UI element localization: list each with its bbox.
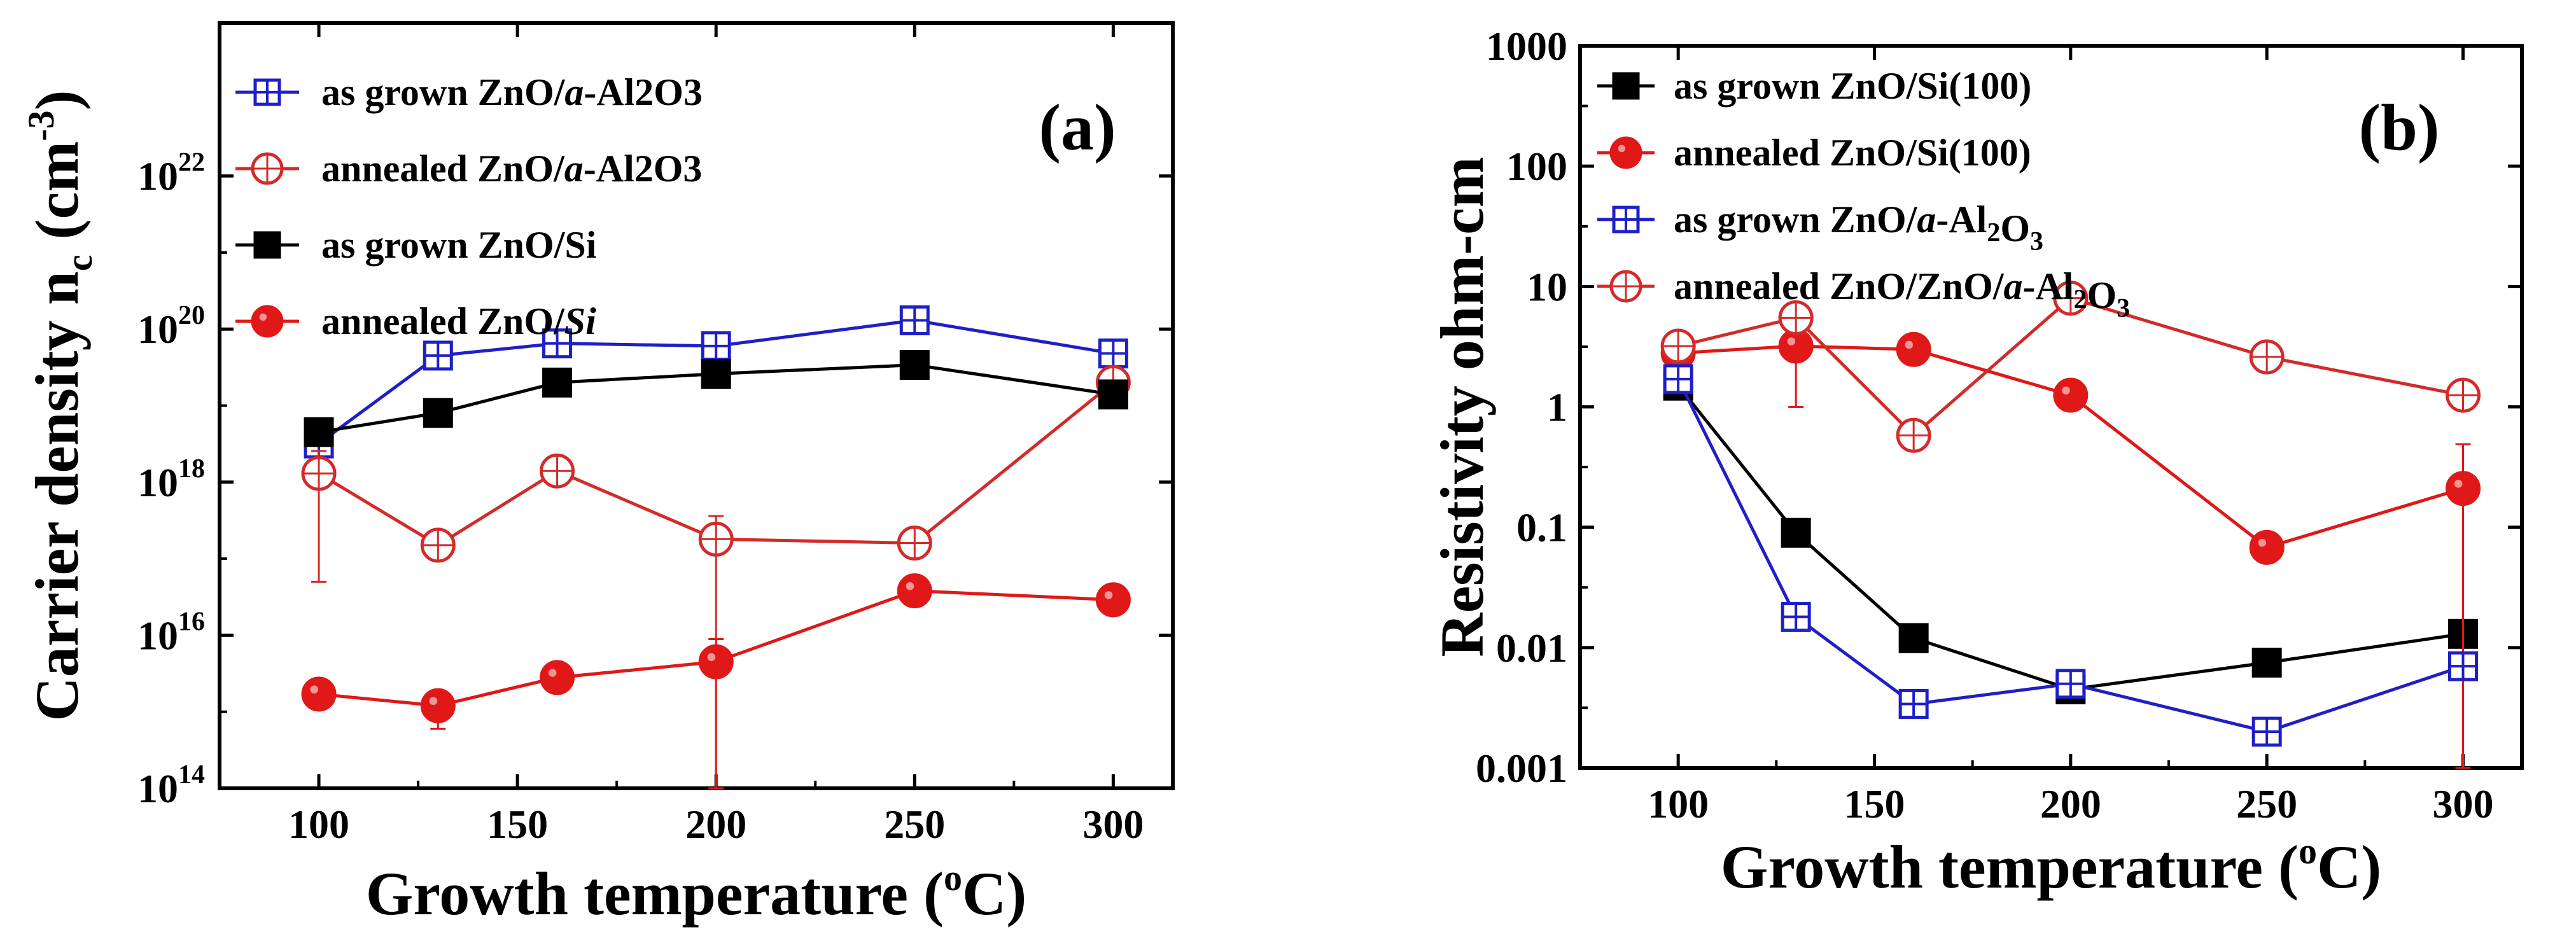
a-legend-marker-3 [251,305,284,338]
a-series-2-point [701,359,731,389]
b-legend: as grown ZnO/Si(100) annealed ZnO/Si(100)… [1597,65,2130,323]
a-y-axis-label: Carrier density nc (cm-3) [20,90,100,721]
a-panel-label: (a) [1039,91,1116,164]
b-y-tick-label: 0.01 [1496,625,1567,671]
a-series-2-point [423,398,453,428]
b-x-tick-label: 150 [1844,781,1905,826]
a-x-tick-label: 250 [884,802,945,847]
a-y-tick-label: 1016 [137,607,205,658]
a-legend: as grown ZnO/a-Al2O3 annealed ZnO/a-Al2O3… [235,71,703,342]
b-legend-label-3: annealed ZnO/ZnO/a-Al2O3 [1674,265,2130,323]
b-series-0-point [1781,517,1811,548]
b-series-1-point-highlight [1905,340,1914,349]
b-series-1-point [1896,331,1931,367]
b-series-0-point [2251,647,2282,678]
a-x-tick-label: 300 [1082,802,1144,847]
b-series-1-point-highlight [2258,538,2267,547]
b-legend-marker-1 [1609,136,1642,169]
a-series-1-line [318,381,1114,547]
a-y-tick-label: 1020 [137,301,205,352]
a-plot-frame [218,21,1175,790]
a-series-2 [304,350,1128,447]
b-y-tick-label: 10 [1527,264,1567,309]
a-legend-marker-3-highlight [259,313,267,321]
b-y-tick-label: 100 [1506,144,1567,189]
a-series-3-point [1095,582,1131,618]
a-x-axis-label: Growth temperature (oC) [366,857,1027,928]
b-x-tick-label: 100 [1648,781,1709,826]
a-legend-marker-2 [253,231,281,259]
b-legend-marker-0 [1612,72,1640,100]
a-x-tick-label: 200 [685,802,746,847]
a-series-2-point [542,367,573,398]
a-series-3-point [420,688,456,723]
a-y-tick-label: 1018 [137,454,205,505]
b-y-tick-label: 1 [1547,385,1567,430]
b-y-tick-label: 0.1 [1516,505,1567,550]
b-series-0 [1663,370,2478,704]
a-series-3-point-highlight [310,685,318,694]
b-x-axis-label: Growth temperature (oC) [1721,830,2382,901]
b-x-tick-label: 200 [2040,781,2101,826]
b-legend-label-2: as grown ZnO/a-Al2O3 [1674,199,2043,256]
a-series-3-point-highlight [906,582,914,590]
a-series-2-point [304,417,334,447]
a-y-tick-label: 1022 [137,148,205,199]
b-series-3 [1660,281,2481,453]
a-x-tick-label: 100 [288,802,349,847]
panel-a-carrier-density-chart: 100 150 200 250 300 1014 1016 1018 1020 1022 Growt… [20,21,1175,928]
a-series-2-line [318,363,1114,434]
a-legend-label-1: annealed ZnO/a-Al2O3 [321,148,702,190]
b-y-axis-label: Resistivity ohm-cm [1428,157,1496,657]
a-x-tick-label: 150 [487,802,548,847]
a-y-tick-label: 1014 [137,760,205,811]
a-series-3-point [301,676,337,712]
a-series-3-point-highlight [429,697,438,706]
a-series-0-line [318,318,1114,445]
b-legend-marker-1-highlight [1618,144,1626,153]
b-panel-label: (b) [2358,91,2439,164]
b-legend-label-1: annealed ZnO/Si(100) [1674,132,2031,174]
b-series-1-point-highlight [2062,386,2070,395]
a-series-3-point-highlight [707,653,716,662]
b-series-0-line [1677,384,2463,691]
b-series-2-line [1676,378,2464,734]
b-y-tick-label: 0.001 [1476,746,1567,791]
b-series-1-point [2053,377,2089,413]
a-series-3 [301,573,1131,790]
a-series-2-point [1098,379,1128,410]
b-x-tick-label: 300 [2433,781,2494,826]
panel-b-resistivity-chart: 100 150 200 250 300 0.001 0.01 0.1 1 10 100 1000 Gro… [1428,24,2524,901]
a-series-3-point [897,573,932,609]
b-series-1-point [2249,529,2285,565]
b-series-2 [1663,364,2478,747]
b-series-1-line [1678,344,2464,550]
b-series-1-point-highlight [2454,480,2463,488]
b-series-3-line [1677,296,2463,438]
a-series-3-point-highlight [1104,591,1113,599]
b-series-1-point [2446,471,2481,506]
b-series-1-point-highlight [1787,337,1796,345]
a-series-2-point [899,350,930,380]
a-legend-label-2: as grown ZnO/Si [321,224,596,266]
b-y-tick-label: 1000 [1486,24,1567,69]
b-series-0-point [1898,623,1929,653]
a-series-3-point [698,644,734,680]
a-legend-label-0: as grown ZnO/a-Al2O3 [321,71,703,113]
b-legend-label-0: as grown ZnO/Si(100) [1674,65,2031,107]
b-x-tick-label: 250 [2236,781,2297,826]
a-series-3-point-highlight [548,669,557,677]
a-series-3-line [318,589,1114,707]
a-series-3-point [540,660,575,695]
a-legend-label-3: annealed ZnO/Si [321,300,596,342]
